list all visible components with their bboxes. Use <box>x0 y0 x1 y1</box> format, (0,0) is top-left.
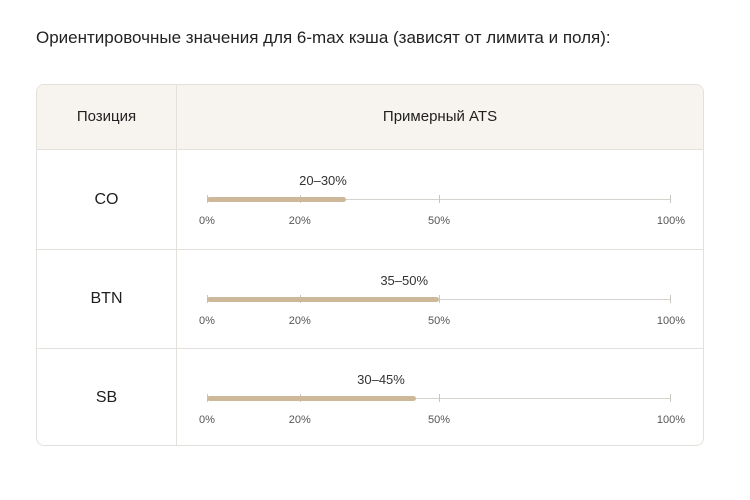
axis-tick-label: 50% <box>427 215 451 227</box>
axis-tick-label: 20% <box>288 414 311 426</box>
axis-tick-label: 100% <box>656 215 686 227</box>
axis-tick-label: 20% <box>288 215 311 227</box>
axis-tick <box>439 295 440 303</box>
position-label: SB <box>95 389 118 406</box>
table-header: Позиция Примерный ATS <box>37 85 703 150</box>
range-bar <box>207 197 347 202</box>
header-ats: Примерный ATS <box>382 108 498 125</box>
table-row-btn: BTN 35–50% 0% 20% 50% 100% <box>37 249 703 348</box>
intro-text: Ориентировочные значения для 6-max кэша … <box>36 28 611 47</box>
axis-tick <box>670 394 671 402</box>
axis-tick-label: 100% <box>656 414 686 426</box>
axis-tick <box>439 394 440 402</box>
column-divider <box>176 85 177 445</box>
header-position: Позиция <box>76 108 137 125</box>
range-bar <box>207 297 439 302</box>
ats-bar-chart: 30–45% 0% 20% 50% 100% <box>199 349 685 445</box>
axis-tick-label: 20% <box>288 315 311 327</box>
range-bar <box>207 396 416 401</box>
table-row-sb: SB 30–45% 0% 20% 50% 100% <box>37 348 703 445</box>
position-label: BTN <box>90 290 123 307</box>
axis-tick-label: 0% <box>199 414 215 426</box>
axis-tick-label: 0% <box>199 215 215 227</box>
axis-tick-label: 0% <box>199 315 215 327</box>
range-label: 35–50% <box>380 273 429 288</box>
ats-table: Позиция Примерный ATS CO 20–30% 0% 20% 50%… <box>36 84 704 446</box>
axis-tick-label: 50% <box>427 414 451 426</box>
ats-bar-chart: 20–30% 0% 20% 50% 100% <box>199 150 685 249</box>
axis-tick-label: 50% <box>427 315 451 327</box>
axis-tick <box>670 195 671 203</box>
axis-tick <box>670 295 671 303</box>
axis-tick-label: 100% <box>656 315 686 327</box>
range-label: 30–45% <box>357 372 405 387</box>
axis-tick <box>439 195 440 203</box>
range-label: 20–30% <box>299 173 347 188</box>
ats-bar-chart: 35–50% 0% 20% 50% 100% <box>199 250 685 348</box>
position-label: CO <box>94 190 119 208</box>
table-row-co: CO 20–30% 0% 20% 50% 100% <box>37 150 703 249</box>
